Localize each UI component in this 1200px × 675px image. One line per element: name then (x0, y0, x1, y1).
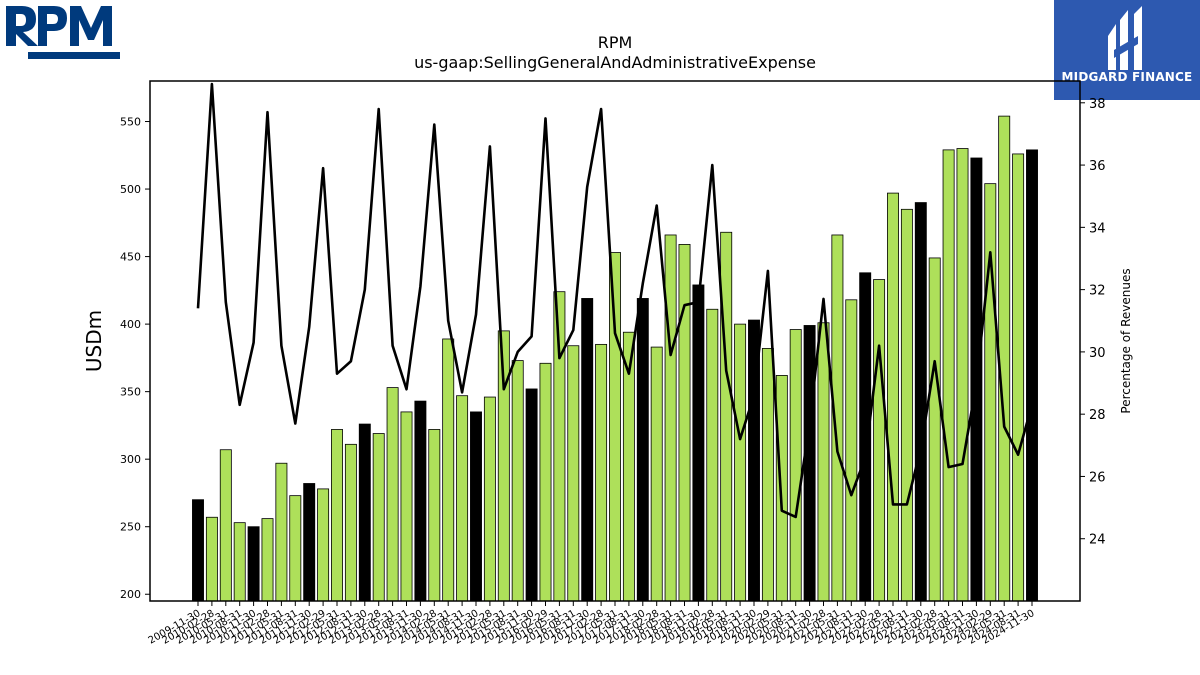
y-tick-label: 350 (120, 386, 141, 399)
y2-tick-label: 34 (1089, 221, 1106, 236)
bar-2015-02-28 (483, 396, 496, 602)
bar-2020-05-31 (775, 375, 788, 602)
bar-2014-11-30 (470, 411, 482, 602)
bar-2023-08-31 (956, 148, 969, 602)
bar-2017-05-31 (609, 252, 621, 602)
bar-2019-05-31 (720, 231, 733, 602)
bar-2014-05-31 (442, 338, 455, 602)
y-tick-label: 450 (120, 251, 141, 264)
chart-subtitle: us-gaap:SellingGeneralAndAdministrativeE… (414, 53, 816, 72)
y2-tick-label: 26 (1089, 470, 1106, 485)
bar-2016-02-29 (539, 362, 552, 602)
y-axis-label: USDm (82, 310, 106, 372)
bar-2017-11-30 (636, 298, 649, 602)
rpm-logo (4, 4, 122, 62)
bar-2012-05-31 (331, 429, 343, 602)
y-tick-label: 200 (120, 588, 141, 601)
y-tick-label: 400 (120, 318, 141, 331)
bar-2023-05-31 (942, 149, 955, 602)
bar-2015-08-31 (511, 360, 524, 602)
bar-2012-02-29 (317, 488, 330, 602)
bar-2015-11-30 (525, 388, 538, 602)
bar-2022-08-31 (900, 208, 913, 602)
bar-2014-08-31 (456, 395, 469, 602)
bar-2022-02-28 (873, 279, 886, 602)
bar-2019-02-28 (706, 308, 719, 602)
bar-2020-08-31 (789, 329, 802, 602)
bar-2018-08-31 (678, 244, 691, 602)
bar-2023-02-28 (928, 257, 941, 602)
bar-2012-08-31 (344, 443, 357, 602)
midgard-logo-mark (1108, 6, 1142, 70)
bar-2017-02-28 (595, 343, 608, 602)
bar-2013-05-31 (386, 387, 399, 602)
bar-2020-11-30 (803, 325, 816, 602)
line-series (196, 82, 1034, 519)
y2-tick-label: 24 (1089, 533, 1106, 548)
bar-2011-11-30 (303, 483, 316, 602)
y2-tick-label: 32 (1089, 284, 1106, 299)
bar-2018-11-30 (692, 284, 705, 602)
bar-2012-11-30 (358, 423, 371, 602)
bar-2014-02-28 (428, 429, 441, 602)
y2-tick-label: 38 (1089, 97, 1106, 112)
y-tick-label: 500 (120, 183, 141, 196)
bar-series (192, 115, 1038, 602)
y2-tick-label: 36 (1089, 159, 1106, 174)
percentage-line (196, 82, 1034, 519)
y2-tick-label: 30 (1089, 346, 1106, 361)
chart-title: RPM (597, 33, 633, 52)
bar-2024-11-30 (1026, 149, 1038, 602)
y-tick-label: 300 (120, 453, 141, 466)
bar-2019-08-31 (734, 323, 747, 602)
y-tick-label: 550 (120, 116, 141, 129)
bar-2013-08-31 (400, 411, 413, 602)
bar-2010-02-28 (205, 516, 218, 602)
bar-2022-05-31 (887, 192, 899, 602)
bar-2013-02-28 (372, 433, 385, 602)
bar-2010-08-31 (233, 522, 246, 602)
midgard-brand-text: MIDGARD FINANCE (1061, 70, 1193, 84)
bar-2011-05-31 (275, 462, 288, 602)
rpm-logo-mark (6, 6, 120, 59)
bar-2016-08-31 (567, 345, 580, 602)
bar-2009-11-30 (192, 499, 204, 602)
bar-2013-11-30 (414, 400, 427, 602)
bar-2010-05-31 (219, 449, 232, 602)
bar-2011-08-31 (289, 495, 302, 602)
bar-2024-02-29 (984, 183, 997, 602)
bar-2010-11-30 (247, 526, 260, 602)
y2-axis-label: Percentage of Revenues (1119, 268, 1133, 413)
bar-2024-05-31 (998, 115, 1011, 602)
bar-2022-11-30 (914, 202, 927, 602)
y-tick-label: 250 (120, 521, 141, 534)
midgard-finance-logo: MIDGARD FINANCE (1054, 0, 1200, 100)
bar-2018-02-28 (650, 346, 663, 602)
bar-2021-08-31 (845, 299, 858, 602)
bar-2011-02-28 (261, 518, 274, 602)
bar-2021-02-28 (817, 322, 830, 602)
bar-2020-02-29 (761, 348, 774, 602)
bar-2018-05-31 (664, 234, 677, 602)
bar-2016-11-30 (581, 298, 594, 602)
y2-tick-label: 28 (1089, 408, 1106, 423)
bar-2024-08-31 (1012, 153, 1025, 602)
